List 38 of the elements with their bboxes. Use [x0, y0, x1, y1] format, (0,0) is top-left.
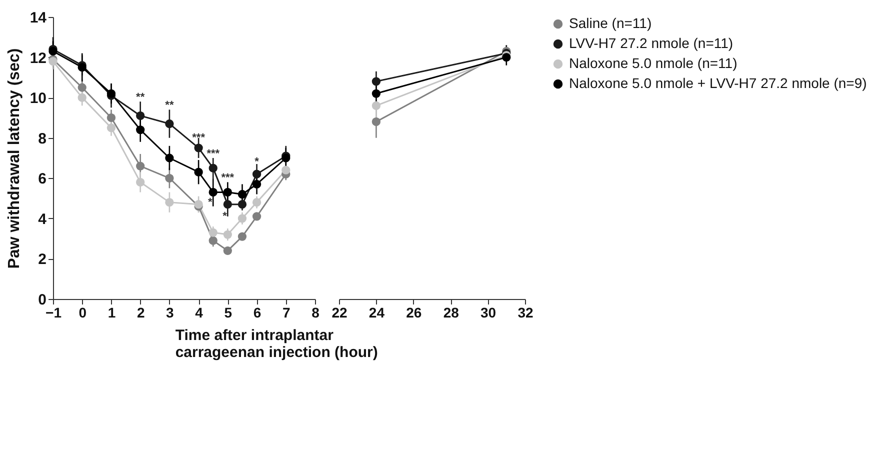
legend-label: Naloxone 5.0 nmole (n=11) — [569, 55, 738, 71]
y-tick-label: 2 — [38, 251, 46, 268]
y-tick-label: 12 — [30, 50, 46, 67]
x-tick-label: 22 — [332, 304, 348, 320]
x-tick-label: 28 — [443, 304, 460, 320]
legend-label: LVV-H7 27.2 nmole (n=11) — [569, 35, 734, 51]
x-tick-label: 7 — [282, 304, 290, 320]
x-tick-label: 32 — [518, 304, 534, 320]
annotation: *** — [221, 172, 235, 184]
x-tick-label: 5 — [224, 304, 232, 320]
annotation: * — [222, 210, 228, 222]
x-tick-label: −1 — [46, 304, 62, 320]
x-tick-label: 2 — [136, 304, 145, 320]
annotation: ** — [136, 92, 146, 104]
annotation: * — [254, 156, 260, 168]
y-tick-label: 6 — [38, 170, 46, 188]
x-tick-label: 0 — [78, 304, 87, 320]
annotation: *** — [206, 148, 220, 160]
y-tick-label: 10 — [30, 90, 46, 108]
legend-label: Naloxone 5.0 nmole + LVV-H7 27.2 nmole (n=9) — [569, 75, 867, 91]
y-tick-label: 4 — [38, 210, 48, 228]
y-axis-title: Paw withdrawal latency (sec) — [6, 48, 23, 269]
annotation: *** — [192, 132, 206, 144]
x-tick-label: 1 — [108, 304, 116, 320]
x-tick-label: 8 — [312, 304, 320, 320]
x-tick-label: 30 — [480, 304, 496, 320]
x-tick-label: 3 — [166, 304, 174, 320]
x-tick-label: 6 — [253, 304, 262, 320]
y-tick-label: 0 — [38, 292, 46, 308]
y-tick-label: 8 — [38, 130, 46, 148]
y-tick-label: 14 — [30, 10, 48, 26]
x-tick-label: 26 — [406, 304, 422, 320]
annotation: ** — [165, 100, 174, 112]
legend-label: Saline (n=11) — [569, 15, 652, 31]
x-tick-label: 4 — [195, 304, 204, 320]
annotation: * — [208, 196, 214, 208]
x-tick-label: 24 — [368, 304, 385, 320]
x-axis-title: Time after intraplantar carrageenan injection (hour) — [175, 327, 378, 361]
